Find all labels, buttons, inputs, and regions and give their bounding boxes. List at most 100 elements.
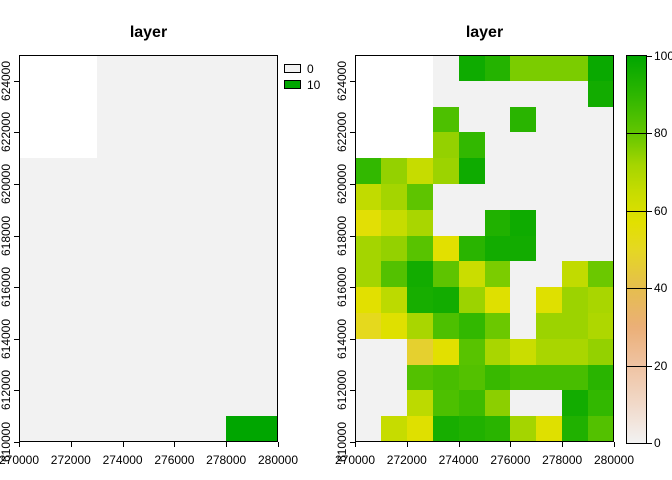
raster-cell bbox=[510, 158, 536, 184]
x-axis-tick bbox=[614, 442, 615, 447]
raster-cell bbox=[200, 158, 226, 184]
raster-cell bbox=[149, 210, 174, 236]
raster-cell bbox=[381, 365, 407, 390]
raster-cell bbox=[226, 365, 252, 390]
raster-cell bbox=[381, 107, 407, 132]
raster-cell bbox=[355, 261, 381, 287]
raster-cell bbox=[200, 365, 226, 390]
raster-cell bbox=[510, 210, 536, 236]
raster-cell bbox=[588, 107, 614, 132]
raster-cell bbox=[97, 81, 123, 107]
raster-cell bbox=[562, 81, 588, 107]
colorbar-gradient bbox=[626, 55, 647, 444]
raster-cell bbox=[536, 210, 562, 236]
x-tick-label: 272000 bbox=[50, 453, 91, 467]
raster-cell bbox=[200, 81, 226, 107]
x-axis-tick bbox=[562, 442, 564, 447]
y-axis-tick bbox=[350, 132, 355, 134]
raster-cell bbox=[252, 261, 278, 287]
raster-cell bbox=[200, 236, 226, 261]
raster-cell bbox=[355, 313, 381, 339]
raster-cell bbox=[226, 287, 252, 313]
raster-cell bbox=[562, 158, 588, 184]
colorbar-tick-line bbox=[627, 210, 646, 212]
raster-cell bbox=[588, 261, 614, 287]
raster-cell bbox=[433, 55, 459, 81]
right-plot-title: layer bbox=[465, 24, 504, 41]
raster-cell bbox=[562, 184, 588, 210]
raster-cell bbox=[588, 365, 614, 390]
raster-cell bbox=[485, 107, 510, 132]
raster-cell bbox=[407, 365, 433, 390]
raster-cell bbox=[381, 287, 407, 313]
raster-cell bbox=[19, 132, 45, 158]
raster-cell bbox=[97, 210, 123, 236]
raster-cell bbox=[381, 158, 407, 184]
x-tick-label: 274000 bbox=[102, 453, 143, 467]
raster-cell bbox=[123, 390, 149, 416]
raster-cell bbox=[485, 261, 510, 287]
raster-cell bbox=[226, 107, 252, 132]
raster-cell bbox=[536, 339, 562, 365]
raster-cell bbox=[459, 132, 485, 158]
legend-item: 10 bbox=[284, 77, 344, 93]
raster-cell bbox=[433, 107, 459, 132]
raster-cell bbox=[149, 81, 174, 107]
raster-cell bbox=[200, 416, 226, 442]
raster-cell bbox=[71, 81, 97, 107]
raster-cell bbox=[226, 390, 252, 416]
raster-cell bbox=[510, 261, 536, 287]
raster-cell bbox=[381, 55, 407, 81]
raster-cell bbox=[433, 261, 459, 287]
raster-cell bbox=[226, 55, 252, 81]
raster-cell bbox=[123, 236, 149, 261]
raster-cell bbox=[562, 236, 588, 261]
raster-cell bbox=[355, 210, 381, 236]
colorbar-tick-label: 60 bbox=[654, 203, 668, 218]
raster-cell bbox=[123, 184, 149, 210]
raster-cell bbox=[19, 313, 45, 339]
raster-cell bbox=[355, 236, 381, 261]
raster-cell bbox=[562, 132, 588, 158]
raster-cell bbox=[149, 158, 174, 184]
raster-cell bbox=[510, 365, 536, 390]
raster-cell bbox=[19, 236, 45, 261]
raster-cell bbox=[45, 390, 71, 416]
raster-cell bbox=[381, 184, 407, 210]
raster-cell bbox=[459, 184, 485, 210]
raster-cell bbox=[407, 184, 433, 210]
raster-cell bbox=[588, 390, 614, 416]
raster-cell bbox=[123, 287, 149, 313]
raster-cell bbox=[355, 55, 381, 81]
raster-cell bbox=[459, 416, 485, 442]
raster-cell bbox=[123, 55, 149, 81]
raster-cell bbox=[407, 55, 433, 81]
raster-cell bbox=[536, 313, 562, 339]
raster-cell bbox=[536, 81, 562, 107]
raster-cell bbox=[588, 236, 614, 261]
raster-cell bbox=[200, 107, 226, 132]
raster-cell bbox=[562, 390, 588, 416]
raster-cell bbox=[45, 365, 71, 390]
raster-cell bbox=[588, 313, 614, 339]
plot-box-border bbox=[19, 55, 278, 442]
raster-cell bbox=[19, 158, 45, 184]
raster-cell bbox=[381, 390, 407, 416]
raster-cell bbox=[200, 390, 226, 416]
raster-cell bbox=[19, 184, 45, 210]
raster-cell bbox=[407, 339, 433, 365]
x-axis-tick bbox=[458, 442, 460, 447]
raster-cell bbox=[459, 158, 485, 184]
raster-cell bbox=[97, 365, 123, 390]
raster-cell bbox=[252, 210, 278, 236]
raster-cell bbox=[459, 390, 485, 416]
raster-cell bbox=[510, 132, 536, 158]
raster-cell bbox=[562, 261, 588, 287]
raster-cell bbox=[174, 313, 200, 339]
raster-cell bbox=[174, 261, 200, 287]
raster-cell bbox=[252, 132, 278, 158]
raster-cell bbox=[562, 287, 588, 313]
y-axis-tick bbox=[14, 80, 19, 82]
raster-cell bbox=[71, 416, 97, 442]
